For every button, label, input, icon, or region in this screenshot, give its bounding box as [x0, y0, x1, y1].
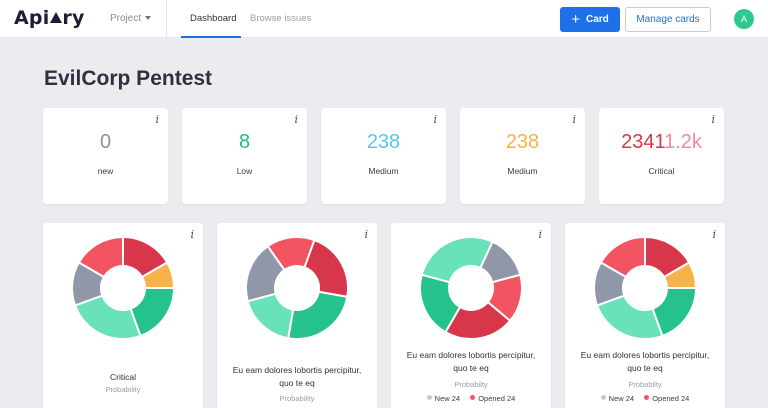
- donut-subtitle: Probabilty: [454, 380, 488, 389]
- stat-value: 238: [366, 131, 401, 153]
- info-icon[interactable]: i: [364, 228, 368, 241]
- project-dropdown-label: Project: [110, 13, 142, 24]
- add-card-button[interactable]: + Card: [560, 7, 620, 32]
- donut-legend: New 24 Opened 24: [565, 394, 725, 403]
- stat-value: 8: [238, 131, 251, 153]
- donut-legend: New 24 Opened 24: [391, 394, 551, 403]
- donut-title: Eu eam dolores lobortis percipitur, quo …: [580, 350, 710, 373]
- legend-item-opened[interactable]: Opened 24: [470, 394, 515, 403]
- donut-segment[interactable]: [593, 261, 628, 307]
- stat-label: Critical: [648, 166, 675, 176]
- tab-browse-issues[interactable]: Browse issues: [250, 13, 312, 24]
- donut-subtitle: Probability: [105, 385, 141, 394]
- info-icon[interactable]: i: [294, 113, 298, 126]
- donut-chart: [593, 235, 698, 340]
- legend-item-opened[interactable]: Opened 24: [644, 394, 689, 403]
- plus-icon: +: [571, 11, 580, 28]
- logo-caret-icon: [50, 12, 63, 23]
- donut-segment[interactable]: [73, 294, 142, 340]
- donut-title: Eu eam dolores lobortis percipitur, quo …: [232, 365, 362, 388]
- donut-chart: [71, 235, 176, 340]
- info-icon[interactable]: i: [712, 228, 716, 241]
- stat-value: 238: [505, 131, 540, 153]
- stat-card-new[interactable]: i 0 new: [43, 108, 168, 204]
- info-icon[interactable]: i: [572, 113, 576, 126]
- donut-chart: [419, 236, 523, 340]
- info-icon[interactable]: i: [190, 228, 194, 241]
- info-icon[interactable]: i: [155, 113, 159, 126]
- user-avatar[interactable]: A: [734, 9, 754, 29]
- donut-segment[interactable]: [245, 244, 286, 303]
- donut-segment[interactable]: [303, 238, 349, 299]
- legend-dot-icon: [600, 395, 606, 400]
- info-icon[interactable]: i: [433, 113, 437, 126]
- donut-chart: [245, 236, 349, 340]
- donut-title: Eu eam dolores lobortis percipitur, quo …: [406, 350, 536, 373]
- page-title: EvilCorp Pentest: [44, 67, 213, 90]
- donut-subtitle: Probabilty: [628, 380, 662, 389]
- donut-segment[interactable]: [595, 294, 664, 340]
- stat-label: Medium: [368, 166, 399, 176]
- info-icon[interactable]: i: [711, 113, 715, 126]
- top-navigation-bar: Api ry Project Dashboard Browse issues + C…: [0, 0, 768, 38]
- donut-segment[interactable]: [420, 236, 494, 284]
- donut-segment[interactable]: [71, 261, 106, 307]
- stat-label: Low: [236, 166, 253, 176]
- legend-dot-icon: [470, 395, 476, 400]
- donut-card-4[interactable]: i Eu eam dolores lobortis percipitur, qu…: [565, 223, 725, 408]
- project-dropdown[interactable]: Project: [110, 13, 152, 24]
- stat-card-critical[interactable]: i 23411.2k Critical: [599, 108, 724, 204]
- manage-cards-button[interactable]: Manage cards: [625, 7, 711, 32]
- donut-card-2[interactable]: i Eu eam dolores lobortis percipitur, qu…: [217, 223, 377, 408]
- stat-card-low[interactable]: i 8 Low: [182, 108, 307, 204]
- donut-card-critical[interactable]: i Critical Probability: [43, 223, 203, 408]
- legend-item-new[interactable]: New 24: [426, 394, 460, 403]
- info-icon[interactable]: i: [538, 228, 542, 241]
- donut-subtitle: Probability: [279, 394, 315, 403]
- stat-value: 0: [99, 131, 112, 153]
- stat-card-medium-2[interactable]: i 238 Medium: [460, 108, 585, 204]
- donut-segment[interactable]: [286, 290, 349, 340]
- stat-card-medium[interactable]: i 238 Medium: [321, 108, 446, 204]
- apiary-logo[interactable]: Api ry: [14, 7, 85, 29]
- active-tab-indicator: [181, 36, 241, 38]
- legend-dot-icon: [426, 395, 432, 400]
- donut-title: Critical: [110, 372, 136, 382]
- tab-dashboard[interactable]: Dashboard: [190, 13, 237, 24]
- legend-dot-icon: [644, 395, 650, 400]
- donut-segment[interactable]: [419, 273, 462, 334]
- donut-card-3[interactable]: i Eu eam dolores lobortis percipitur, qu…: [391, 223, 551, 408]
- stat-label: Medium: [507, 166, 538, 176]
- stat-value-extra: 1.2k: [664, 131, 702, 153]
- chevron-down-icon: [145, 16, 152, 20]
- legend-item-new[interactable]: New 24: [600, 394, 634, 403]
- stat-value: 23411.2k: [621, 131, 702, 153]
- stat-label: new: [97, 166, 114, 176]
- nav-divider: [166, 0, 167, 38]
